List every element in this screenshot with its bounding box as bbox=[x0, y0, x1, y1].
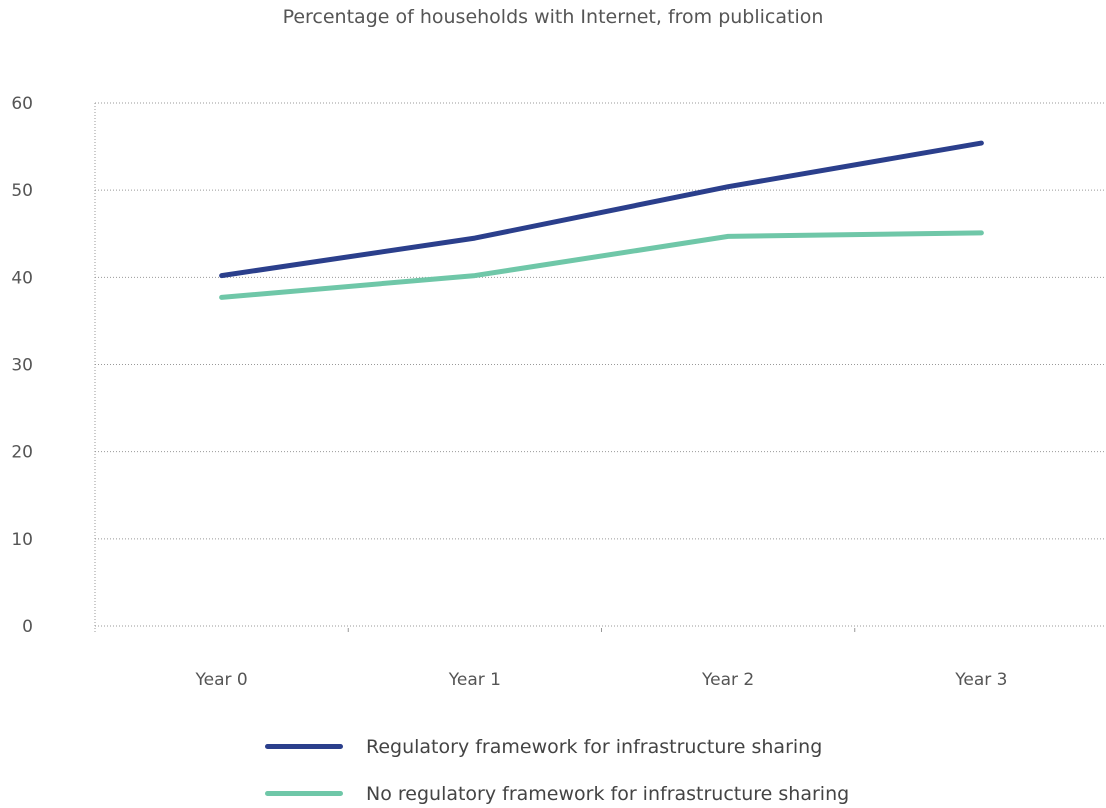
x-tick-label: Year 3 bbox=[954, 670, 1007, 690]
legend-item-no-regulatory: No regulatory framework for infrastructu… bbox=[265, 780, 849, 807]
legend-swatch-no-regulatory bbox=[265, 791, 343, 796]
y-tick-label: 10 bbox=[11, 530, 33, 550]
x-tick-label: Year 1 bbox=[448, 670, 501, 690]
y-tick-label: 20 bbox=[11, 443, 33, 463]
legend-label-regulatory: Regulatory framework for infrastructure … bbox=[366, 735, 823, 758]
series-lines bbox=[219, 140, 984, 300]
legend: Regulatory framework for infrastructure … bbox=[265, 733, 849, 807]
axes: 0 10 20 30 40 50 60 Year 0 Year 1 Year 2 Year 3 bbox=[11, 94, 1007, 690]
y-tick-label: 50 bbox=[11, 181, 33, 201]
series-line-regulatory bbox=[219, 140, 984, 279]
y-tick-label: 40 bbox=[11, 268, 33, 288]
legend-swatch-regulatory bbox=[265, 744, 343, 749]
gridlines bbox=[95, 102, 1104, 627]
series-line-no-regulatory bbox=[219, 230, 984, 300]
x-tick-label: Year 2 bbox=[701, 670, 754, 690]
legend-label-no-regulatory: No regulatory framework for infrastructu… bbox=[366, 782, 850, 805]
y-tick-label: 0 bbox=[22, 617, 33, 637]
x-tick-label: Year 0 bbox=[195, 670, 248, 690]
legend-item-regulatory: Regulatory framework for infrastructure … bbox=[265, 733, 849, 760]
chart-title: Percentage of households with Internet, … bbox=[282, 6, 824, 28]
y-tick-label: 60 bbox=[11, 94, 33, 114]
line-chart: 0 10 20 30 40 50 60 Year 0 Year 1 Year 2 Year 3 bbox=[11, 94, 1104, 690]
y-tick-label: 30 bbox=[11, 356, 33, 376]
